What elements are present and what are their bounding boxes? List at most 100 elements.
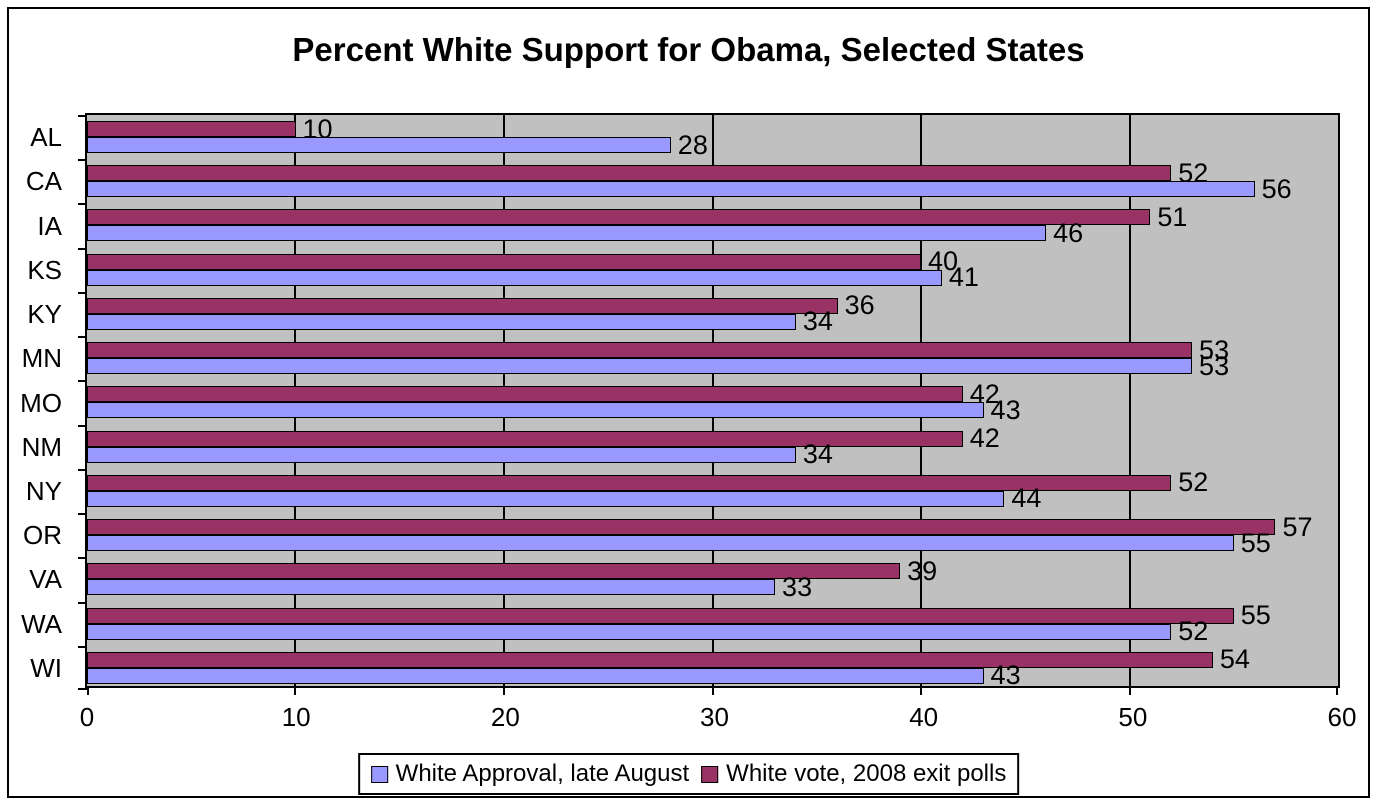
y-axis-category-labels: AL CA IA KS KY MN MO NM NY OR VA WA WI bbox=[9, 113, 76, 688]
bar-row-al: 10 28 bbox=[87, 115, 1338, 159]
bar-white-vote-exit-poll bbox=[87, 607, 1234, 624]
value-label: 34 bbox=[802, 439, 833, 470]
y-axis-tick bbox=[78, 424, 87, 427]
value-label: 56 bbox=[1261, 173, 1292, 204]
chart-frame: Percent White Support for Obama, Selecte… bbox=[7, 7, 1370, 798]
gridline bbox=[1128, 115, 1131, 686]
bar-row-ia: 51 46 bbox=[87, 203, 1338, 247]
bar-white-vote-exit-poll bbox=[87, 386, 963, 403]
bar-row-wi: 54 43 bbox=[87, 646, 1338, 690]
bar-white-approval bbox=[87, 623, 1172, 640]
value-label: 42 bbox=[969, 423, 1000, 454]
category-label-mo: MO bbox=[20, 387, 62, 418]
x-axis-tick bbox=[1128, 686, 1131, 695]
x-axis-tick bbox=[294, 686, 297, 695]
y-axis-tick bbox=[78, 380, 87, 383]
value-label: 57 bbox=[1282, 511, 1313, 542]
bar-row-wa: 55 52 bbox=[87, 602, 1338, 646]
value-label: 43 bbox=[990, 394, 1021, 425]
bar-white-approval bbox=[87, 490, 1005, 507]
bar-white-vote-exit-poll bbox=[87, 121, 296, 137]
bar-white-vote-exit-poll bbox=[87, 563, 901, 580]
legend: White Approval, late August White vote, … bbox=[357, 753, 1020, 795]
y-axis-tick bbox=[78, 645, 87, 648]
bar-white-approval bbox=[87, 579, 776, 596]
x-tick-label: 20 bbox=[490, 702, 520, 732]
value-label: 46 bbox=[1053, 217, 1084, 248]
y-axis-tick bbox=[78, 557, 87, 560]
y-axis-tick bbox=[78, 688, 87, 690]
bar-white-approval bbox=[87, 402, 984, 419]
value-label: 52 bbox=[1178, 616, 1209, 647]
y-axis-tick bbox=[78, 601, 87, 604]
legend-entry-approval: White Approval, late August bbox=[370, 760, 690, 788]
value-label: 41 bbox=[948, 262, 979, 293]
y-axis-tick bbox=[78, 468, 87, 471]
bar-white-approval bbox=[87, 225, 1047, 242]
value-label: 44 bbox=[1011, 483, 1042, 514]
category-label-ks: KS bbox=[27, 254, 62, 285]
category-label-or: OR bbox=[23, 520, 62, 551]
bar-white-vote-exit-poll bbox=[87, 253, 921, 270]
value-label: 55 bbox=[1240, 527, 1271, 558]
category-label-al: AL bbox=[30, 122, 62, 153]
legend-label-exit-polls: White vote, 2008 exit polls bbox=[726, 760, 1007, 787]
bar-row-or: 57 55 bbox=[87, 513, 1338, 557]
value-label: 39 bbox=[907, 555, 938, 586]
x-tick-label: 50 bbox=[1118, 702, 1148, 732]
chart-title: Percent White Support for Obama, Selecte… bbox=[292, 31, 1085, 68]
bar-white-approval bbox=[87, 535, 1234, 552]
x-tick-label: 60 bbox=[1327, 702, 1357, 732]
category-label-wa: WA bbox=[21, 608, 62, 639]
legend-label-approval: White Approval, late August bbox=[395, 760, 690, 787]
x-axis-tick bbox=[711, 686, 714, 695]
x-tick-label: 30 bbox=[700, 702, 729, 732]
x-tick-label: 10 bbox=[281, 702, 311, 732]
bar-white-vote-exit-poll bbox=[87, 430, 963, 447]
bar-white-approval bbox=[87, 446, 796, 463]
bar-row-ks: 40 41 bbox=[87, 248, 1338, 292]
plot-area: 10 28 52 56 51 46 40 41 36 34 53 53 42 43 42 34 52 44 57 55… bbox=[78, 113, 1340, 695]
value-label: 53 bbox=[1199, 350, 1230, 381]
value-label: 34 bbox=[802, 306, 833, 337]
legend-swatch-exit-polls-icon bbox=[701, 765, 719, 783]
y-axis-tick bbox=[78, 115, 87, 117]
bar-white-vote-exit-poll bbox=[87, 519, 1276, 536]
y-axis-tick bbox=[78, 291, 87, 294]
bar-row-ny: 52 44 bbox=[87, 469, 1338, 513]
bar-white-approval bbox=[87, 313, 796, 330]
x-axis-tick bbox=[919, 686, 922, 695]
category-label-ca: CA bbox=[25, 166, 62, 197]
bar-row-mo: 42 43 bbox=[87, 380, 1338, 424]
value-label: 43 bbox=[990, 660, 1021, 691]
category-label-nm: NM bbox=[21, 431, 62, 462]
category-label-ia: IA bbox=[37, 210, 62, 241]
bar-white-vote-exit-poll bbox=[87, 297, 838, 314]
value-label: 28 bbox=[677, 129, 708, 160]
bar-row-ky: 36 34 bbox=[87, 292, 1338, 336]
value-label: 54 bbox=[1219, 644, 1250, 675]
x-tick-label: 40 bbox=[909, 702, 939, 732]
x-axis-tick bbox=[87, 686, 89, 695]
bar-white-vote-exit-poll bbox=[87, 474, 1172, 491]
category-label-mn: MN bbox=[21, 343, 62, 374]
bar-white-approval bbox=[87, 181, 1255, 198]
bar-row-ca: 52 56 bbox=[87, 159, 1338, 203]
y-axis-tick bbox=[78, 513, 87, 516]
legend-swatch-approval-icon bbox=[370, 765, 388, 783]
bar-white-approval bbox=[87, 667, 984, 684]
y-axis-tick bbox=[78, 203, 87, 206]
bar-white-approval bbox=[87, 269, 942, 286]
x-axis-tick bbox=[502, 686, 505, 695]
value-label: 53 bbox=[1199, 334, 1230, 365]
y-axis-tick bbox=[78, 247, 87, 250]
bar-row-nm: 42 34 bbox=[87, 425, 1338, 469]
bar-white-vote-exit-poll bbox=[87, 165, 1172, 182]
legend-entry-exit-polls: White vote, 2008 exit polls bbox=[701, 760, 1006, 788]
value-label: 51 bbox=[1157, 201, 1188, 232]
value-label: 52 bbox=[1178, 467, 1209, 498]
value-label: 33 bbox=[782, 571, 813, 602]
value-label: 36 bbox=[844, 290, 875, 321]
bar-white-vote-exit-poll bbox=[87, 209, 1151, 226]
bar-white-approval bbox=[87, 358, 1193, 375]
